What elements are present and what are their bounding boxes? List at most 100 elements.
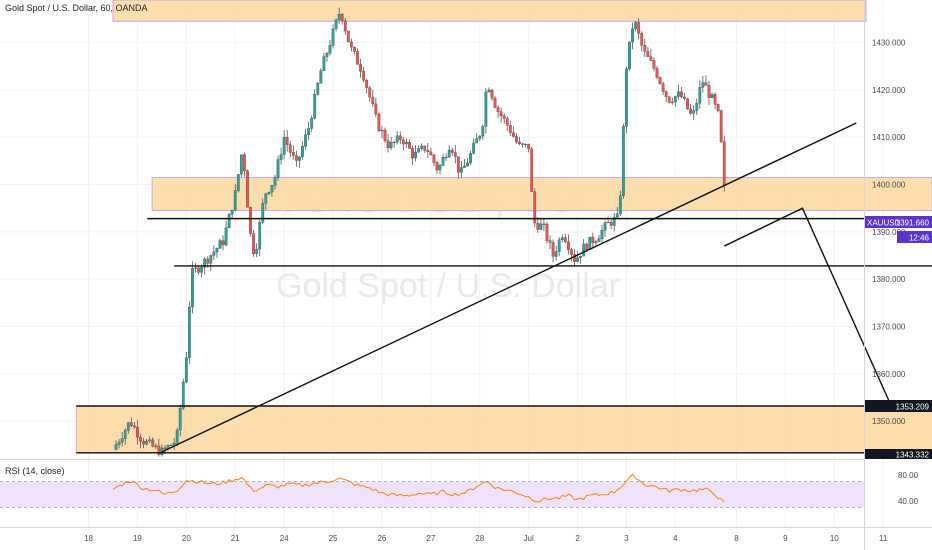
candle-body-129 [508,125,512,133]
candle-body-16 [163,447,167,449]
candle-body-112 [456,156,460,173]
candle-body-25 [191,268,194,308]
candle-body-90 [389,142,393,149]
candle-body-107 [441,157,445,166]
candle-body-166 [621,126,625,197]
bottom-price-label: 1343.332 [865,449,932,460]
candle-body-153 [582,243,586,257]
candle-body-47 [258,222,262,250]
candle-body-87 [380,129,384,132]
candle-body-19 [172,442,176,446]
candle-body-91 [392,141,396,144]
candle-body-158 [597,238,601,242]
candles-layer [114,7,726,457]
candle-body-68 [322,56,326,71]
bottom-price-badge [865,449,932,459]
candle-body-116 [469,153,472,164]
candle-body-44 [249,207,252,234]
candle-body-62 [304,134,307,147]
candle-body-142 [548,240,552,243]
price-tick-4: 1390.000 [872,228,906,237]
lines-layer [76,122,932,454]
candle-body-92 [395,135,399,143]
candle-body-57 [288,144,292,153]
time-tick-5: 25 [329,534,338,543]
candle-body-77 [349,41,353,48]
time-tick-7: 27 [426,534,435,543]
top-resistance-zone [112,0,867,22]
candle-body-178 [658,77,662,84]
candle-body-49 [264,193,268,204]
candle-body-43 [246,170,249,208]
candle-body-114 [463,165,466,168]
candle-body-120 [481,126,485,137]
candle-body-1 [117,441,121,445]
candle-body-126 [499,111,503,117]
candle-body-48 [261,203,265,223]
candle-body-141 [545,223,549,241]
candle-body-197 [716,104,720,111]
candle-body-18 [169,444,173,447]
candle-body-190 [695,103,699,111]
candle-body-194 [707,85,711,98]
candle-body-29 [203,258,207,268]
rsi-tick-0: 80.00 [898,471,919,480]
price-axis[interactable]: 1430.000 1420.000 1410.000 1400.000 1390.000… [872,39,919,506]
candle-body-9 [142,440,145,445]
candle-body-146 [560,237,564,240]
candle-body-52 [273,177,277,186]
candle-body-75 [343,20,347,32]
last-price-value: 1391.660 [896,219,930,228]
time-tick-16: 11 [879,534,888,543]
candle-body-31 [209,255,213,264]
candle-body-21 [178,407,182,431]
candle-body-69 [325,53,329,57]
time-tick-11: 3 [624,534,629,543]
time-tick-1: 19 [133,534,142,543]
candle-body-156 [591,236,595,243]
candle-body-22 [181,381,185,409]
candle-body-103 [429,151,433,156]
candle-body-71 [331,28,335,46]
candle-body-113 [460,167,463,173]
candle-body-182 [670,101,674,103]
price-tick-1: 1420.000 [872,86,906,95]
candle-body-94 [401,139,405,145]
candle-body-106 [438,165,442,171]
support-price-label: 1353.209 [865,400,932,412]
candle-body-35 [221,240,225,246]
projection-path [723,207,894,411]
candle-body-54 [279,154,283,160]
candle-body-6 [132,425,136,428]
candle-body-23 [184,357,188,383]
candle-body-11 [148,439,152,442]
candle-body-42 [243,154,246,171]
candle-body-96 [408,142,411,149]
candle-body-12 [151,439,155,447]
candle-body-59 [294,155,298,161]
candle-body-130 [511,132,515,137]
candle-body-187 [686,98,689,110]
candle-body-50 [267,191,271,194]
candle-body-53 [276,159,280,178]
candle-body-111 [453,152,457,157]
time-tick-9: Jul [524,534,534,543]
price-tick-7: 1360.000 [872,370,906,379]
candle-body-169 [631,28,634,43]
candle-body-108 [444,156,448,159]
candle-body-89 [386,140,390,149]
time-tick-14: 9 [783,534,788,543]
last-price-symbol: XAUUSD [867,219,901,228]
candle-body-82 [365,80,369,88]
price-tick-2: 1410.000 [872,133,906,142]
candle-body-28 [200,267,204,273]
candle-body-183 [673,96,677,103]
candle-body-110 [450,149,454,153]
time-axis[interactable]: 18 19 20 21 24 25 26 27 28 Jul 2 3 4 8 9 10 11 [84,534,888,543]
candle-body-181 [667,96,671,103]
rsi-layer [0,473,864,508]
candle-body-119 [478,135,482,139]
candle-body-73 [337,14,341,21]
candle-body-173 [643,45,647,52]
